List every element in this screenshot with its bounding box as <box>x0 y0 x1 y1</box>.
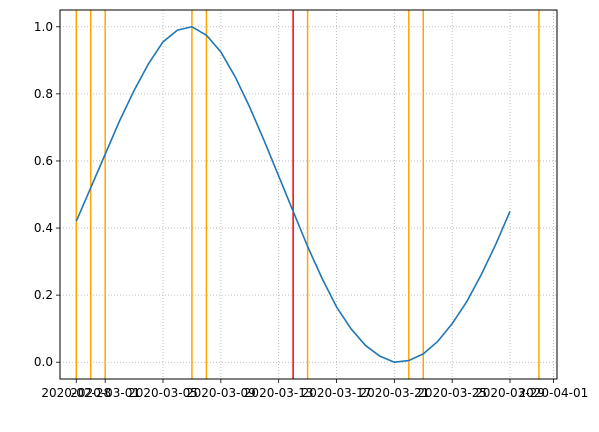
x-tick-label: 2020-03-21 <box>359 386 429 400</box>
x-tick-label: 2020-03-01 <box>70 386 140 400</box>
x-tick-label: 2020-03-29 <box>475 386 545 400</box>
x-tick-label: 2020-03-17 <box>302 386 372 400</box>
x-tick-label: 2020-02-28 <box>41 386 111 400</box>
series-layer <box>75 25 511 364</box>
y-tick-label: 0.2 <box>34 288 53 302</box>
y-tick-label: 1.0 <box>34 20 53 34</box>
series-line <box>75 25 511 364</box>
x-tick-label: 2020-04-01 <box>519 386 589 400</box>
y-tick-label: 0.4 <box>34 221 53 235</box>
vertical-lines <box>75 10 540 379</box>
x-tick-label: 2020-03-25 <box>417 386 487 400</box>
y-axis: 0.0 0.2 0.4 0.6 0.8 1.0 <box>34 20 60 369</box>
y-tick-label: 0.8 <box>34 87 53 101</box>
plot-frame <box>59 9 558 380</box>
y-tick-label: 0.6 <box>34 154 53 168</box>
x-axis: 2020-02-282020-03-012020-03-052020-03-09… <box>41 379 588 400</box>
grid <box>60 10 557 379</box>
x-tick-label: 2020-03-13 <box>244 386 314 400</box>
x-tick-label: 2020-03-09 <box>186 386 256 400</box>
y-tick-label: 0.0 <box>34 355 53 369</box>
x-tick-label: 2020-03-05 <box>128 386 198 400</box>
